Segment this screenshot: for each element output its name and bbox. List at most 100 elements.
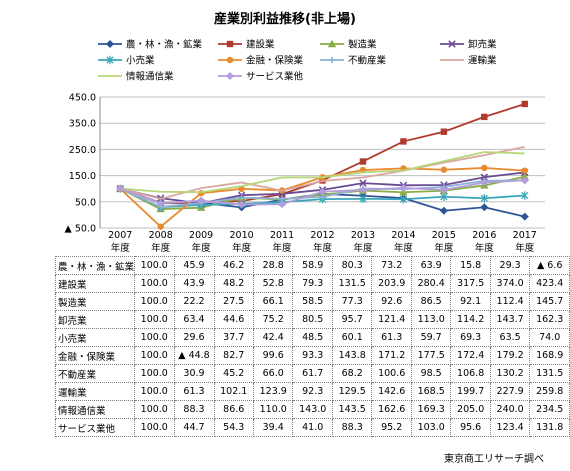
table-row-label: 金融・保険業 — [54, 346, 136, 365]
table-cell: 61.7 — [292, 364, 333, 383]
table-cell: 143.0 — [292, 400, 333, 419]
table-cell: 66.0 — [252, 364, 294, 383]
table-row: サービス業他 100.0 44.7 54.3 39.4 41.0 88.3 95.2 103.0… — [54, 418, 570, 437]
x-tick-suffix: 年度 — [111, 242, 131, 254]
table-cell: 168.5 — [410, 382, 452, 401]
x-tick-label: 2015 — [432, 230, 456, 241]
data-point — [439, 206, 448, 215]
data-point — [359, 158, 367, 165]
data-point — [226, 40, 234, 48]
table-cell: 92.6 — [371, 292, 412, 311]
data-point — [520, 176, 529, 185]
y-axis: ▲ 50.0 50.0 150.0 250.0 350.0 450.0 — [65, 93, 101, 235]
table-cell: 199.7 — [450, 382, 491, 401]
x-tick-label: 2014 — [391, 230, 415, 241]
data-point — [358, 185, 367, 194]
data-point — [116, 184, 125, 193]
table-row: 金融・保険業 100.0 ▲ 44.8 82.7 99.6 93.3 143.8 171.2 1… — [54, 346, 570, 365]
table-cell: 123.4 — [489, 418, 531, 437]
table-row-label: 小売業 — [54, 328, 136, 347]
table-cell: 41.0 — [292, 418, 333, 437]
table-cell: 58.9 — [292, 256, 333, 275]
data-point — [520, 172, 529, 180]
x-axis: 2007年度2008年度2009年度2010年度2011年度2012年度2013… — [108, 230, 537, 254]
table-cell: 145.7 — [529, 292, 570, 311]
table-cell: 29.6 — [173, 328, 215, 347]
table-cell: 60.1 — [331, 328, 373, 347]
data-point — [226, 72, 234, 80]
table-cell: 37.7 — [213, 328, 254, 347]
table-row: 卸売業 100.0 63.4 44.6 75.2 80.5 95.7 121.4 113.0 11… — [54, 310, 570, 329]
table-cell: 73.2 — [371, 256, 412, 275]
legend-label: 製造業 — [348, 39, 377, 51]
table-row: 製造業 100.0 22.2 27.5 66.1 58.5 77.3 92.6 86.5 92.1… — [54, 292, 570, 311]
table-cell: 63.4 — [173, 310, 215, 329]
data-point — [521, 167, 528, 174]
table-cell: 69.3 — [450, 328, 491, 347]
data-point — [440, 192, 448, 201]
table-cell: 143.5 — [331, 400, 373, 419]
table-cell: 86.5 — [410, 292, 452, 311]
table-cell: 92.3 — [292, 382, 333, 401]
table-cell: 143.8 — [331, 346, 373, 365]
x-tick-suffix: 年度 — [232, 242, 252, 254]
legend-label: 情報通信業 — [126, 71, 174, 83]
table-cell: 86.6 — [213, 400, 254, 419]
y-tick-label: ▲ 50.0 — [65, 224, 96, 235]
legend-label: 卸売業 — [468, 39, 497, 51]
table-cell: 168.9 — [529, 346, 570, 365]
y-tick-label: 450.0 — [69, 93, 96, 104]
source-note: 東京商工リサーチ調べ — [444, 454, 544, 465]
table-cell: 28.8 — [252, 256, 294, 275]
x-tick-label: 2013 — [351, 230, 375, 241]
data-point — [197, 196, 206, 205]
table-cell: 79.3 — [292, 274, 333, 293]
series-layer — [116, 100, 529, 230]
table-cell: 110.0 — [252, 400, 294, 419]
table-cell: 131.8 — [529, 418, 570, 437]
table-cell: 45.9 — [173, 256, 215, 275]
table-cell: 22.2 — [173, 292, 215, 311]
legend-label: 農・林・漁・鉱業 — [126, 39, 203, 51]
data-point — [328, 56, 336, 64]
table-cell: 280.4 — [410, 274, 452, 293]
table-cell: 63.5 — [489, 328, 531, 347]
table-cell: 88.3 — [331, 418, 373, 437]
data-point — [440, 128, 448, 135]
data-point — [106, 40, 114, 48]
table-cell: 142.6 — [371, 382, 412, 401]
x-tick-label: 2008 — [149, 230, 173, 241]
data-point — [359, 179, 367, 187]
data-point — [278, 200, 287, 209]
table-cell: 179.2 — [489, 346, 531, 365]
table-cell: 227.9 — [489, 382, 531, 401]
table-row: 運輸業 100.0 61.3 102.1 123.9 92.3 129.5 142.6 168.… — [54, 382, 570, 401]
x-tick-suffix: 年度 — [394, 242, 414, 254]
table-row-label: 運輸業 — [54, 382, 136, 401]
data-point — [480, 194, 488, 203]
legend-label: 不動産業 — [348, 55, 387, 67]
table-cell: 240.0 — [489, 400, 531, 419]
table-cell: 44.7 — [173, 418, 215, 437]
table-cell: 61.3 — [173, 382, 215, 401]
legend-item: 建設業 — [218, 39, 275, 51]
table-cell: 95.6 — [450, 418, 491, 437]
y-tick-label: 50.0 — [75, 197, 96, 208]
y-tick-label: 350.0 — [69, 119, 96, 130]
x-tick-suffix: 年度 — [151, 242, 171, 254]
table-cell: 100.0 — [134, 274, 175, 293]
table-cell: 100.0 — [134, 400, 175, 419]
legend-item: 農・林・漁・鉱業 — [98, 39, 203, 51]
table-row-label: 農・林・漁・鉱業 — [54, 256, 136, 275]
table-cell: 177.5 — [410, 346, 452, 365]
table-row: 不動産業 100.0 30.9 45.2 66.0 61.7 68.2 100.6 98.5 10… — [54, 364, 570, 383]
data-point — [106, 55, 114, 65]
legend-label: 運輸業 — [468, 55, 497, 67]
x-tick-label: 2017 — [513, 230, 537, 241]
table-cell: 95.2 — [371, 418, 412, 437]
legend-item: 情報通信業 — [98, 71, 174, 83]
data-point — [399, 183, 408, 192]
table-cell: 374.0 — [489, 274, 531, 293]
legend-item: 不動産業 — [320, 55, 387, 67]
